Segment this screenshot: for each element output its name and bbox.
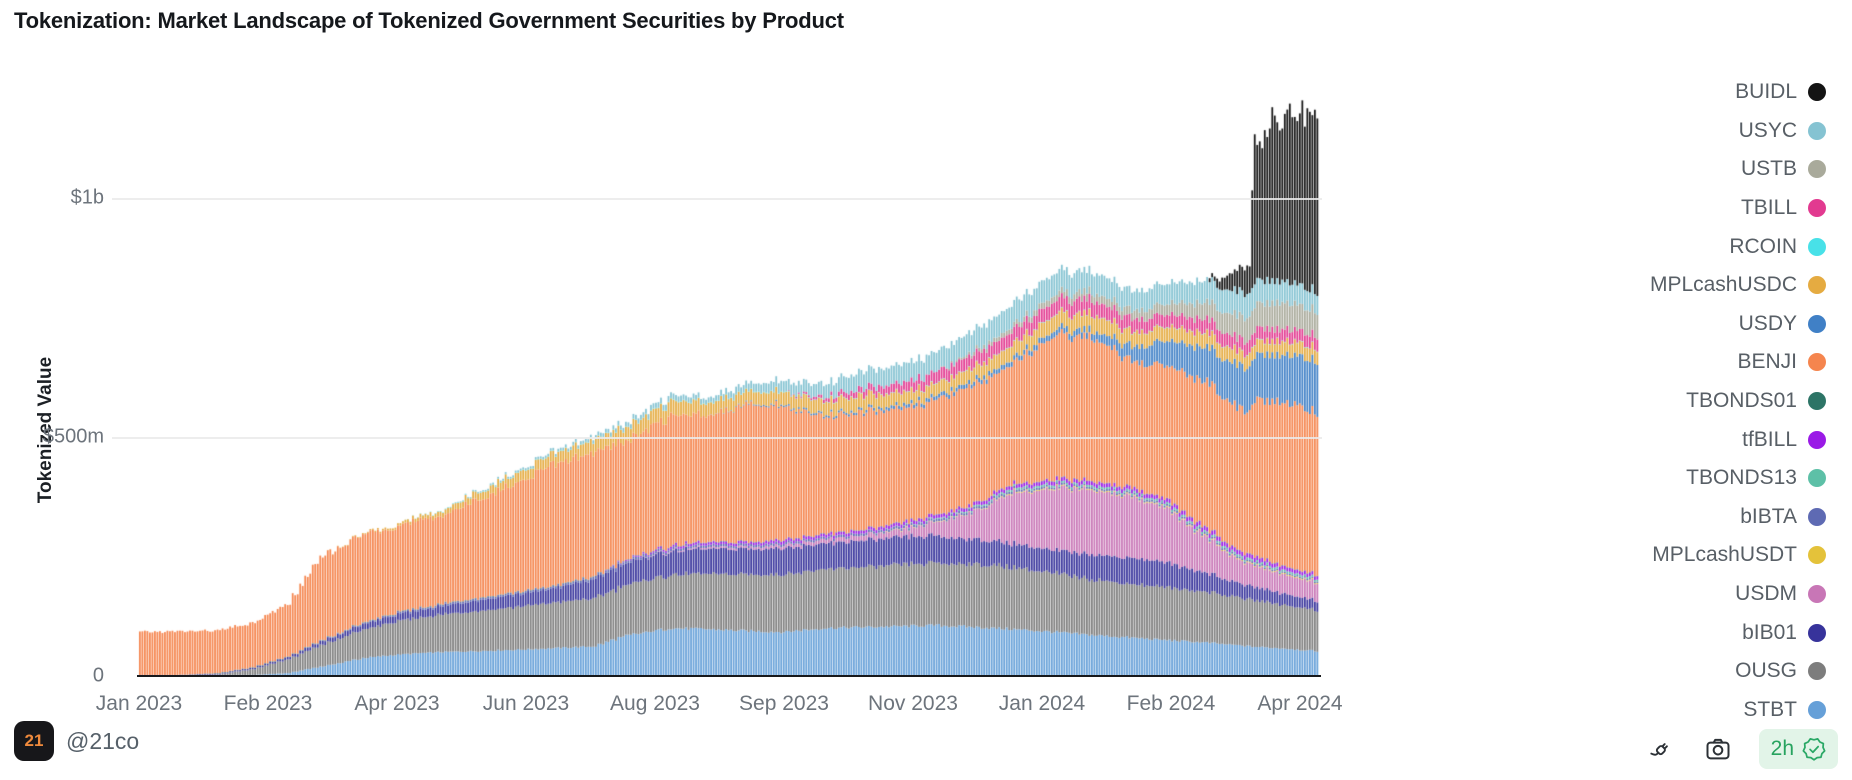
legend-label: bIBTA [1740,504,1797,528]
legend-label: OUSG [1735,659,1797,683]
legend-swatch [1808,546,1826,565]
legend-label: TBONDS13 [1686,466,1797,490]
data-freshness-badge[interactable]: 2h [1758,729,1838,769]
legend-swatch [1808,469,1826,488]
legend-item-RCOIN[interactable]: RCOIN [1650,227,1826,266]
legend-item-OUSG[interactable]: OUSG [1650,652,1826,691]
legend-label: RCOIN [1729,234,1797,258]
legend-swatch [1808,585,1826,604]
legend-swatch [1808,353,1826,372]
legend-label: MPLcashUSDT [1652,543,1797,567]
attribution[interactable]: 21 @21co [14,721,139,761]
verified-check-icon [1802,737,1826,761]
legend-item-MPLcashUSDT[interactable]: MPLcashUSDT [1650,536,1826,575]
legend-item-BENJI[interactable]: BENJI [1650,343,1826,382]
author-handle[interactable]: @21co [66,727,140,754]
gridline-1b [112,198,1322,200]
legend-swatch [1808,237,1826,256]
plug-icon-glyph [1650,742,1669,756]
legend-item-USDM[interactable]: USDM [1650,575,1826,614]
legend: BUIDL USYC USTB TBILL RCOIN MPLcashUSDC USDY BE… [1650,73,1826,729]
camera-icon-glyph [1706,738,1730,760]
legend-label: bIB01 [1742,620,1797,644]
legend-swatch [1808,700,1826,719]
legend-label: TBILL [1740,196,1797,220]
chart-toolbar: 2h [1647,729,1838,769]
legend-label: BUIDL [1735,80,1797,104]
legend-swatch [1808,430,1826,449]
legend-label: USDY [1738,311,1797,335]
legend-item-USDY[interactable]: USDY [1650,305,1826,344]
x-axis-baseline [137,675,1321,677]
legend-item-USTB[interactable]: USTB [1650,150,1826,189]
legend-swatch [1808,199,1826,218]
legend-swatch [1808,507,1826,526]
legend-swatch [1808,314,1826,333]
legend-item-STBT[interactable]: STBT [1650,691,1826,730]
21co-logo[interactable]: 21 [14,721,54,761]
legend-label: USYC [1738,118,1797,142]
legend-item-BUIDL[interactable]: BUIDL [1650,73,1826,112]
freshness-age: 2h [1770,737,1794,760]
legend-swatch [1808,121,1826,140]
legend-item-MPLcashUSDC[interactable]: MPLcashUSDC [1650,266,1826,305]
legend-swatch [1808,392,1826,411]
legend-swatch [1808,160,1826,179]
legend-swatch [1808,276,1826,295]
legend-swatch [1808,623,1826,642]
legend-item-TBONDS13[interactable]: TBONDS13 [1650,459,1826,498]
plug-icon[interactable] [1647,734,1677,764]
legend-item-USYC[interactable]: USYC [1650,112,1826,151]
legend-label: USTB [1740,157,1797,181]
legend-label: tfBILL [1742,427,1797,451]
legend-swatch [1808,83,1826,102]
legend-item-tfBILL[interactable]: tfBILL [1650,420,1826,459]
camera-icon[interactable] [1703,734,1733,764]
legend-label: STBT [1743,697,1797,721]
legend-item-bIB01[interactable]: bIB01 [1650,613,1826,652]
legend-label: USDM [1735,582,1797,606]
legend-label: MPLcashUSDC [1649,273,1797,297]
legend-item-bIBTA[interactable]: bIBTA [1650,498,1826,537]
gridline-500m [112,437,1322,439]
legend-item-TBONDS01[interactable]: TBONDS01 [1650,382,1826,421]
legend-label: BENJI [1737,350,1797,374]
legend-label: TBONDS01 [1686,389,1797,413]
legend-item-TBILL[interactable]: TBILL [1650,189,1826,228]
legend-swatch [1808,662,1826,681]
